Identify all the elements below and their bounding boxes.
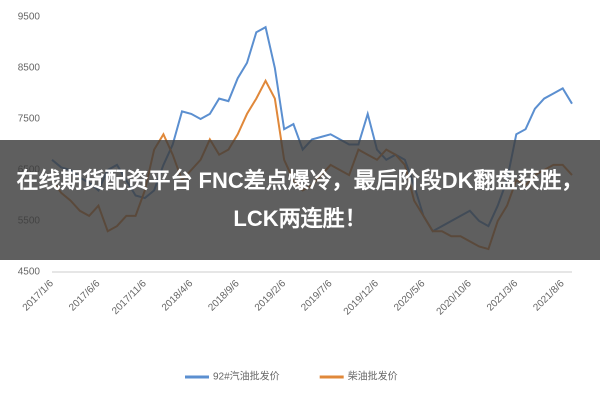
x-tick-label: 2018/9/6 xyxy=(206,278,242,314)
y-tick-label: 9500 xyxy=(18,12,41,23)
y-tick-label: 7500 xyxy=(18,114,41,125)
legend-label: 92#汽油批发价 xyxy=(213,370,280,383)
x-tick-label: 2018/4/6 xyxy=(160,278,196,314)
x-tick-label: 2019/7/6 xyxy=(299,278,335,314)
y-tick-label: 4500 xyxy=(18,267,41,278)
x-tick-label: 2020/5/6 xyxy=(392,278,428,314)
x-tick-label: 2021/8/6 xyxy=(531,278,567,314)
x-tick-label: 2019/2/6 xyxy=(253,278,289,314)
y-tick-label: 8500 xyxy=(18,63,41,74)
x-tick-label: 2019/12/6 xyxy=(342,278,382,318)
legend-label: 柴油批发价 xyxy=(348,370,398,383)
banner-title: 在线期货配资平台 FNC差点爆冷，最后阶段DK翻盘获胜，LCK两连胜！ xyxy=(16,168,584,231)
x-tick-label: 2017/11/6 xyxy=(110,278,149,317)
x-tick-label: 2021/3/6 xyxy=(485,278,521,314)
x-tick-label: 2020/10/6 xyxy=(435,278,475,318)
banner: 在线期货配资平台 FNC差点爆冷，最后阶段DK翻盘获胜，LCK两连胜！ xyxy=(0,140,600,260)
x-tick-label: 2017/1/6 xyxy=(21,278,57,314)
x-tick-label: 2017/6/6 xyxy=(67,278,103,314)
